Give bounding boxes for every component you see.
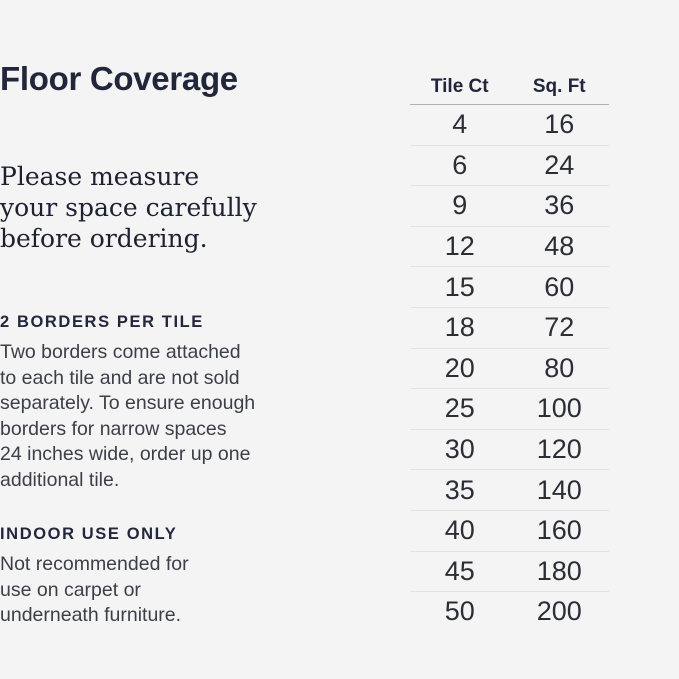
table-cell: 4 <box>452 109 468 140</box>
page-title: Floor Coverage <box>0 60 238 97</box>
table-cell: 120 <box>536 434 582 465</box>
table-cell: 100 <box>536 393 582 424</box>
table-cell: 45 <box>444 555 475 586</box>
table-cell: 140 <box>536 474 582 505</box>
table-cell: 9 <box>452 190 468 221</box>
table-row: 40 160 <box>410 511 609 552</box>
indoor-use-section-body: Not recommended for use on carpet or und… <box>0 553 189 626</box>
table-row: 9 36 <box>410 186 609 227</box>
table-row: 50 200 <box>410 592 609 632</box>
table-row: 35 140 <box>410 470 609 511</box>
indoor-use-section-heading: INDOOR USE ONLY <box>0 525 178 543</box>
table-header-row: Tile Ct Sq. Ft <box>410 70 609 105</box>
table-cell: 18 <box>444 312 475 343</box>
table-row: 20 80 <box>410 349 609 390</box>
table-cell: 24 <box>544 149 575 180</box>
table-cell: 30 <box>444 434 475 465</box>
table-cell: 36 <box>544 190 575 221</box>
table-row: 18 72 <box>410 308 609 349</box>
table-cell: 20 <box>444 352 475 383</box>
table-cell: 16 <box>544 109 575 140</box>
table-header-tile-count: Tile Ct <box>430 76 489 97</box>
table-cell: 180 <box>536 555 582 586</box>
table-cell: 80 <box>544 352 575 383</box>
table-row: 30 120 <box>410 430 609 471</box>
table-cell: 200 <box>536 596 582 627</box>
table-cell: 15 <box>444 271 475 302</box>
table-cell: 72 <box>544 312 575 343</box>
table-row: 15 60 <box>410 267 609 308</box>
borders-section: 2 BORDERS PER TILE Two borders come atta… <box>0 313 320 493</box>
table-cell: 6 <box>452 149 468 180</box>
measure-note: Please measure your space carefully befo… <box>0 162 257 253</box>
coverage-table: Tile Ct Sq. Ft 4 16 6 24 9 36 12 48 15 60 18 72 20 80… <box>410 70 609 632</box>
table-cell: 160 <box>536 515 582 546</box>
table-cell: 35 <box>444 474 475 505</box>
table-cell: 48 <box>544 231 575 262</box>
table-row: 45 180 <box>410 552 609 593</box>
table-cell: 12 <box>444 231 475 262</box>
borders-section-body: Two borders come attached to each tile a… <box>0 341 256 491</box>
table-cell: 50 <box>444 596 475 627</box>
table-row: 6 24 <box>410 146 609 187</box>
table-row: 25 100 <box>410 389 609 430</box>
table-header-square-feet: Sq. Ft <box>532 76 586 97</box>
indoor-use-section: INDOOR USE ONLY Not recommended for use … <box>0 525 320 629</box>
table-cell: 40 <box>444 515 475 546</box>
table-row: 4 16 <box>410 105 609 146</box>
table-body: 4 16 6 24 9 36 12 48 15 60 18 72 20 80 25 100 30 120 35 140… <box>410 105 609 632</box>
table-row: 12 48 <box>410 227 609 268</box>
table-cell: 60 <box>544 271 575 302</box>
borders-section-heading: 2 BORDERS PER TILE <box>0 313 204 331</box>
table-cell: 25 <box>444 393 475 424</box>
